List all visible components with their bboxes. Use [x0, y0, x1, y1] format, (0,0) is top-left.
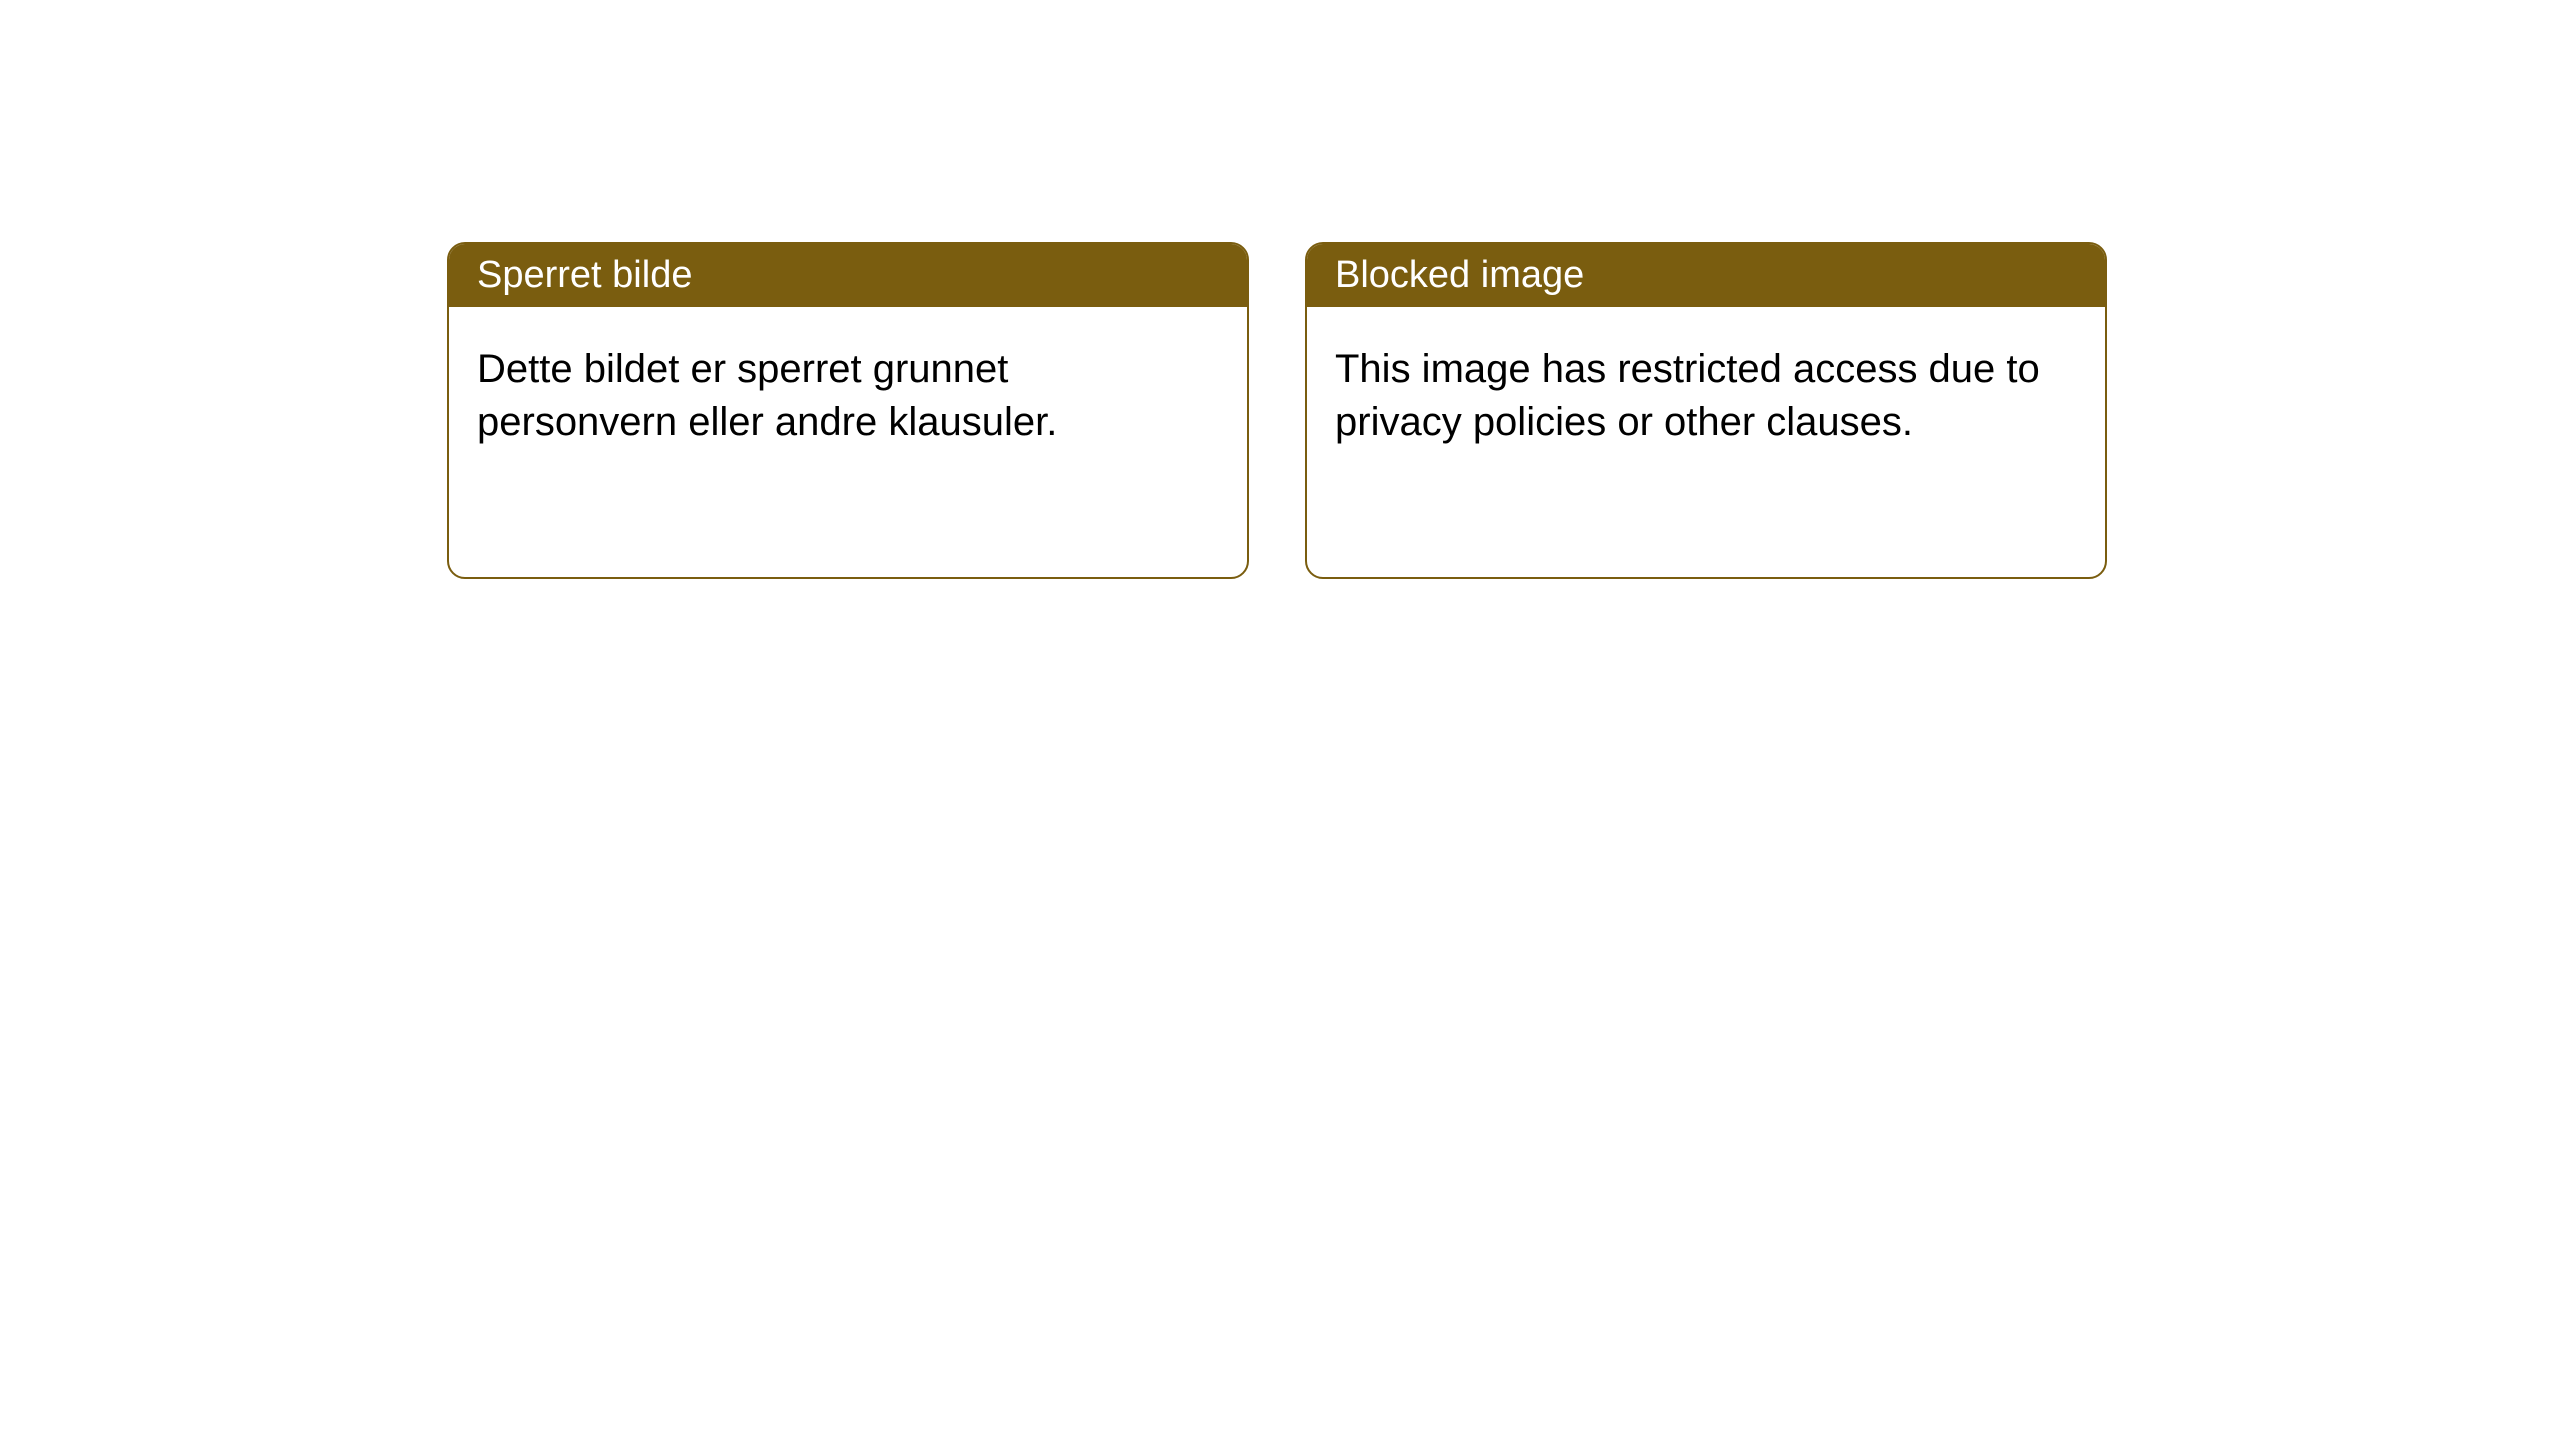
notice-body-text: Dette bildet er sperret grunnet personve…	[477, 347, 1057, 444]
notice-header: Sperret bilde	[449, 244, 1247, 307]
notice-header: Blocked image	[1307, 244, 2105, 307]
notice-card-english: Blocked image This image has restricted …	[1305, 242, 2107, 579]
notice-title: Blocked image	[1335, 254, 1584, 296]
notice-body: Dette bildet er sperret grunnet personve…	[449, 307, 1247, 577]
notice-body-text: This image has restricted access due to …	[1335, 347, 2040, 444]
notice-title: Sperret bilde	[477, 254, 692, 296]
notice-body: This image has restricted access due to …	[1307, 307, 2105, 577]
notice-container: Sperret bilde Dette bildet er sperret gr…	[447, 242, 2107, 579]
notice-card-norwegian: Sperret bilde Dette bildet er sperret gr…	[447, 242, 1249, 579]
